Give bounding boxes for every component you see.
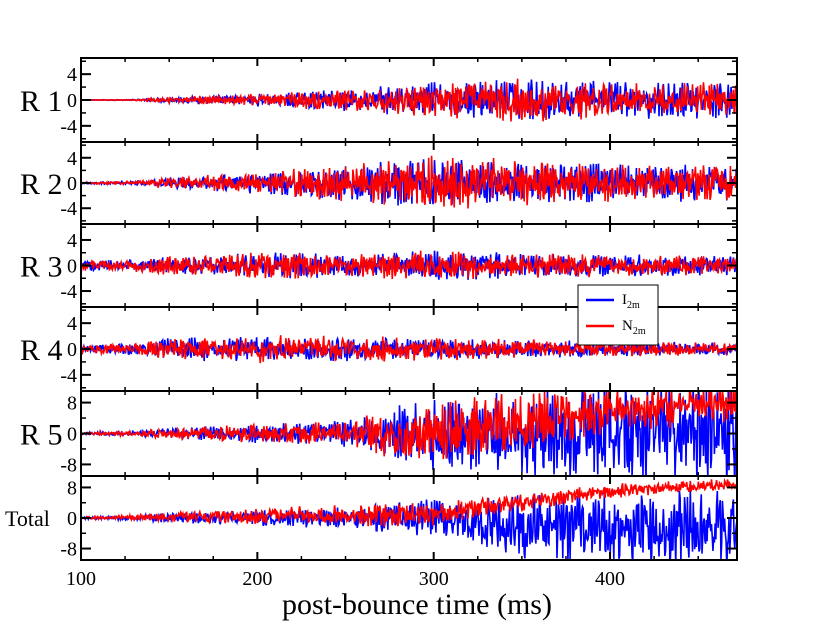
- panel-label: R 2: [20, 168, 63, 201]
- y-tick-label: 0: [67, 90, 77, 112]
- y-tick-label: -8: [60, 454, 77, 476]
- panel-2: 4 0 -4R 2: [20, 141, 738, 225]
- legend-label: N2m: [622, 318, 646, 337]
- series-N2m-line-panel-6: [81, 477, 737, 527]
- y-tick-label: 4: [67, 148, 77, 170]
- y-tick-label: -4: [60, 365, 77, 387]
- y-tick-label: 4: [67, 313, 77, 335]
- x-axis: 100 200 300 400: [66, 568, 625, 590]
- y-tick-label: -8: [60, 539, 77, 561]
- y-tick-label: 0: [67, 508, 77, 530]
- series-I2m-line-panel-6: [81, 489, 737, 560]
- panel-1: 4 0 -4R 1: [20, 57, 738, 143]
- panel-label: R 1: [20, 85, 63, 118]
- y-tick-label: -4: [60, 198, 77, 220]
- x-tick-label: 200: [242, 568, 272, 590]
- x-axis-label: post-bounce time (ms): [282, 588, 552, 621]
- panel-label: R 4: [20, 334, 63, 367]
- panel-6: 8 0 -8 Total: [5, 475, 738, 561]
- series-N2m-line-panel-5: [81, 391, 737, 460]
- x-tick-label: 400: [595, 568, 625, 590]
- y-tick-label: 4: [67, 230, 77, 252]
- y-tick-label: 4: [67, 64, 77, 86]
- y-tick-label: 0: [67, 339, 77, 361]
- y-tick-label: 0: [67, 173, 77, 195]
- legend-label: I2m: [622, 292, 640, 311]
- panel-label: R 5: [20, 419, 63, 452]
- y-tick-label: 0: [67, 256, 77, 278]
- y-tick-label: 8: [67, 393, 77, 415]
- y-tick-label: 0: [67, 424, 77, 446]
- y-tick-label: 8: [67, 477, 77, 499]
- series-N2m-line-panel-1: [81, 78, 737, 122]
- panels-layer: 40-4R 140-4R 240-4R 340-4R 480-8R 580-8T…: [5, 57, 738, 561]
- x-tick-label: 300: [419, 568, 449, 590]
- series-N2m-line-panel-2: [81, 155, 737, 209]
- panel-label: R 3: [20, 251, 63, 284]
- series-N2m-line-panel-3: [81, 250, 737, 280]
- legend-box: [577, 284, 659, 346]
- panel-5: 8 0 -8R 5: [20, 390, 738, 477]
- panel-label: Total: [5, 506, 50, 531]
- y-tick-label: -4: [60, 116, 77, 138]
- x-tick-label: 100: [66, 568, 96, 590]
- y-tick-label: -4: [60, 281, 77, 303]
